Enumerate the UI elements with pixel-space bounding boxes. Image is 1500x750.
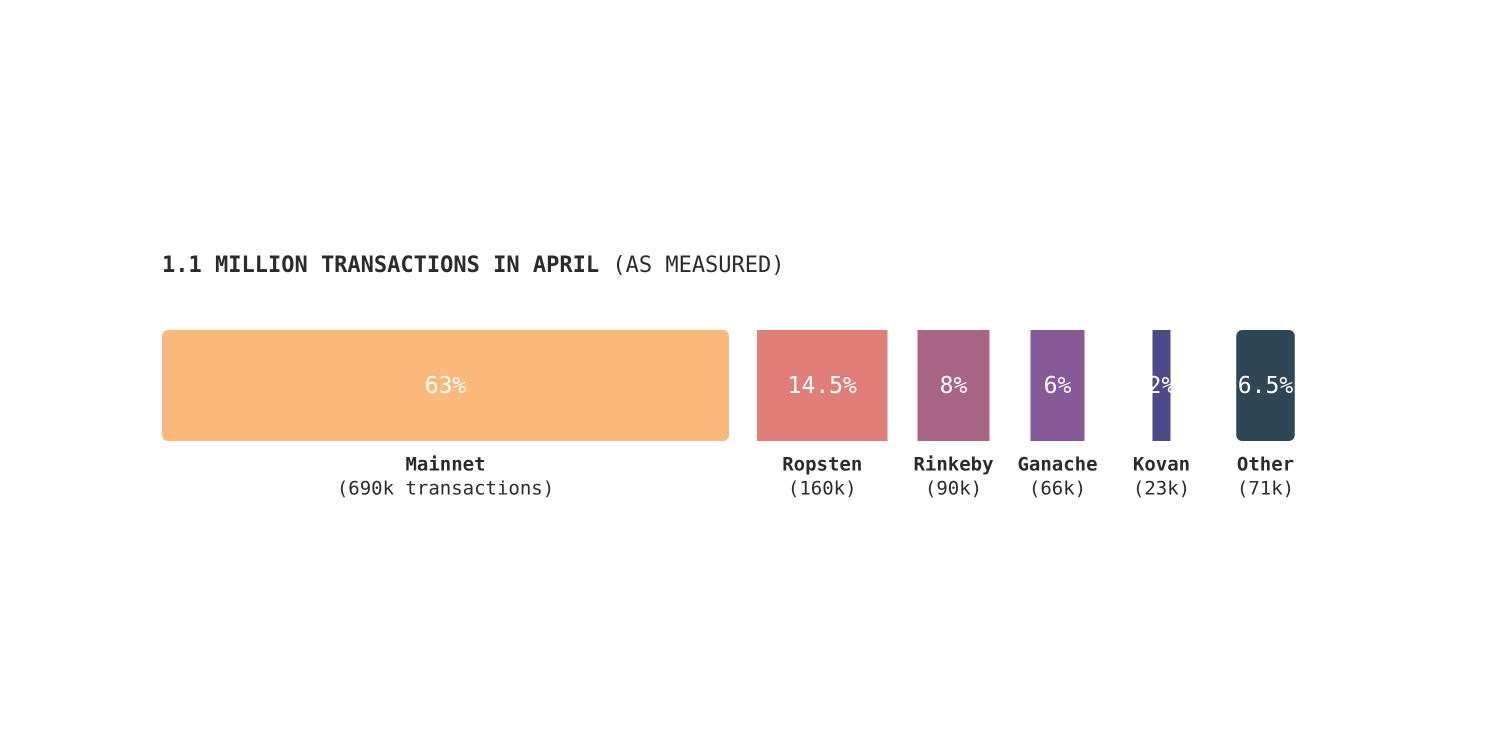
category-label: Kovan (1133, 454, 1190, 476)
category-label: Mainnet (405, 454, 485, 476)
category-label: Other (1237, 454, 1294, 476)
count-label: (160k) (788, 478, 857, 500)
value-label: 14.5% (788, 373, 857, 399)
category-label: Ganache (1017, 454, 1097, 476)
bar (1030, 330, 1085, 441)
category-label: Ropsten (782, 454, 862, 476)
count-label: (90k) (925, 478, 982, 500)
value-label: 6% (1044, 373, 1072, 399)
bar (1152, 330, 1171, 441)
bar (917, 330, 990, 441)
count-label: (23k) (1133, 478, 1190, 500)
category-label: Rinkeby (913, 454, 993, 476)
value-label: 8% (940, 373, 968, 399)
count-label: (66k) (1029, 478, 1086, 500)
count-label: (71k) (1237, 478, 1294, 500)
subtitle: (AS MEASURED) (612, 253, 784, 278)
chart-title: 1.1 MILLION TRANSACTIONS IN APRIL (AS ME… (162, 253, 785, 278)
value-label: 2% (1148, 373, 1176, 399)
bar (1236, 330, 1295, 441)
value-label: 6.5% (1238, 373, 1294, 399)
bar (757, 330, 888, 441)
count-label: (690k transactions) (337, 478, 554, 500)
title: 1.1 MILLION TRANSACTIONS IN APRIL (162, 253, 599, 278)
bar (162, 330, 729, 441)
value-label: 63% (425, 373, 467, 399)
